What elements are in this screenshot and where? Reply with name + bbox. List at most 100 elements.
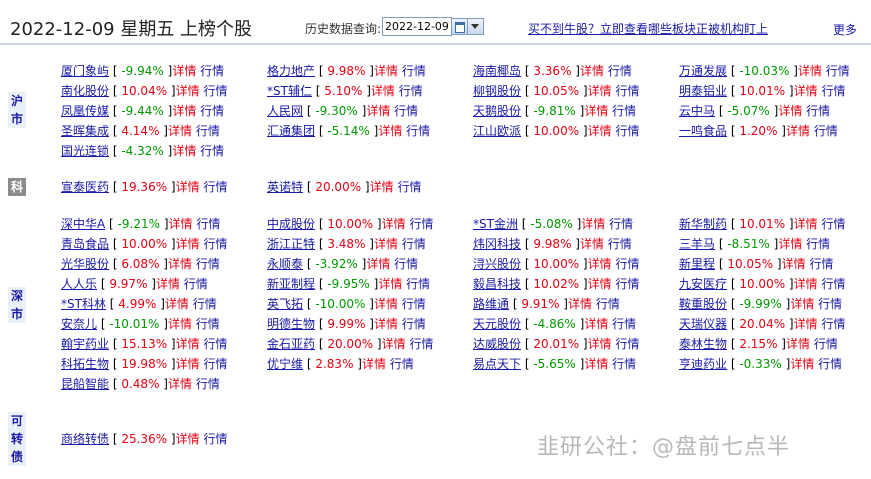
stock-name-link[interactable]: 翰宇药业	[61, 337, 110, 351]
detail-link[interactable]: 详情	[587, 257, 612, 271]
quote-link[interactable]: 行情	[195, 377, 220, 391]
stock-name-link[interactable]: 九安医疗	[679, 277, 728, 291]
detail-link[interactable]: 详情	[366, 257, 391, 271]
date-input[interactable]: 2022-12-09	[382, 17, 452, 36]
stock-name-link[interactable]: 人人乐	[61, 277, 98, 291]
detail-link[interactable]: 详情	[579, 237, 604, 251]
quote-link[interactable]: 行情	[813, 124, 838, 138]
detail-link[interactable]: 详情	[584, 317, 609, 331]
stock-name-link[interactable]: 亨迪药业	[679, 357, 728, 371]
stock-name-link[interactable]: 青岛食品	[61, 237, 110, 251]
quote-link[interactable]: 行情	[203, 84, 228, 98]
calendar-icon[interactable]	[451, 18, 468, 35]
stock-name-link[interactable]: 新里程	[679, 257, 716, 271]
detail-link[interactable]: 详情	[587, 84, 612, 98]
quote-link[interactable]: 行情	[192, 297, 217, 311]
stock-name-link[interactable]: *ST金洲	[473, 217, 518, 231]
detail-link[interactable]: 详情	[155, 277, 180, 291]
stock-name-link[interactable]: 永顺泰	[267, 257, 304, 271]
quote-link[interactable]: 行情	[203, 180, 228, 194]
quote-link[interactable]: 行情	[821, 217, 846, 231]
quote-link[interactable]: 行情	[615, 84, 640, 98]
stock-name-link[interactable]: 厦门象屿	[61, 64, 110, 78]
quote-link[interactable]: 行情	[821, 277, 846, 291]
stock-name-link[interactable]: 天瑞仪器	[679, 317, 728, 331]
quote-link[interactable]: 行情	[389, 357, 414, 371]
detail-link[interactable]: 详情	[167, 124, 192, 138]
detail-link[interactable]: 详情	[381, 337, 406, 351]
stock-name-link[interactable]: 安奈儿	[61, 317, 98, 331]
quote-link[interactable]: 行情	[821, 84, 846, 98]
quote-link[interactable]: 行情	[398, 84, 423, 98]
stock-name-link[interactable]: 毅昌科技	[473, 277, 522, 291]
quote-link[interactable]: 行情	[825, 64, 850, 78]
stock-name-link[interactable]: 天鹅股份	[473, 104, 522, 118]
quote-link[interactable]: 行情	[806, 104, 831, 118]
quote-link[interactable]: 行情	[615, 337, 640, 351]
stock-name-link[interactable]: 深中华A	[61, 217, 106, 231]
stock-name-link[interactable]: 海南椰岛	[473, 64, 522, 78]
detail-link[interactable]: 详情	[167, 257, 192, 271]
stock-name-link[interactable]: 易点天下	[473, 357, 522, 371]
quote-link[interactable]: 行情	[821, 317, 846, 331]
detail-link[interactable]: 详情	[778, 237, 803, 251]
stock-name-link[interactable]: 炜冈科技	[473, 237, 522, 251]
quote-link[interactable]: 行情	[406, 124, 431, 138]
detail-link[interactable]: 详情	[373, 297, 398, 311]
quote-link[interactable]: 行情	[203, 337, 228, 351]
stock-name-link[interactable]: 三羊马	[679, 237, 716, 251]
stock-name-link[interactable]: 浙江正特	[267, 237, 316, 251]
stock-name-link[interactable]: 科拓生物	[61, 357, 110, 371]
stock-name-link[interactable]: *ST辅仁	[267, 84, 312, 98]
quote-link[interactable]: 行情	[195, 317, 220, 331]
quote-link[interactable]: 行情	[615, 124, 640, 138]
stock-name-link[interactable]: 汇通集团	[267, 124, 316, 138]
detail-link[interactable]: 详情	[587, 337, 612, 351]
quote-link[interactable]: 行情	[183, 277, 208, 291]
detail-link[interactable]: 详情	[793, 84, 818, 98]
quote-link[interactable]: 行情	[612, 317, 637, 331]
stock-name-link[interactable]: 南化股份	[61, 84, 110, 98]
stock-name-link[interactable]: 昆船智能	[61, 377, 110, 391]
chevron-down-icon[interactable]	[467, 18, 484, 35]
detail-link[interactable]: 详情	[168, 217, 193, 231]
stock-name-link[interactable]: 人民网	[267, 104, 304, 118]
quote-link[interactable]: 行情	[195, 257, 220, 271]
stock-name-link[interactable]: 云中马	[679, 104, 716, 118]
detail-link[interactable]: 详情	[785, 337, 810, 351]
stock-name-link[interactable]: 路维通	[473, 297, 510, 311]
more-link[interactable]: 更多	[833, 23, 858, 37]
quote-link[interactable]: 行情	[203, 237, 228, 251]
detail-link[interactable]: 详情	[373, 317, 398, 331]
detail-link[interactable]: 详情	[793, 217, 818, 231]
quote-link[interactable]: 行情	[818, 297, 843, 311]
quote-link[interactable]: 行情	[196, 217, 221, 231]
detail-link[interactable]: 详情	[587, 124, 612, 138]
stock-name-link[interactable]: 新亚制程	[267, 277, 316, 291]
detail-link[interactable]: 详情	[175, 357, 200, 371]
detail-link[interactable]: 详情	[373, 64, 398, 78]
stock-name-link[interactable]: 泰林生物	[679, 337, 728, 351]
stock-name-link[interactable]: 柳钢股份	[473, 84, 522, 98]
detail-link[interactable]: 详情	[167, 377, 192, 391]
quote-link[interactable]: 行情	[394, 104, 419, 118]
quote-link[interactable]: 行情	[609, 217, 634, 231]
detail-link[interactable]: 详情	[167, 317, 192, 331]
detail-link[interactable]: 详情	[790, 357, 815, 371]
detail-link[interactable]: 详情	[797, 64, 822, 78]
quote-link[interactable]: 行情	[409, 337, 434, 351]
detail-link[interactable]: 详情	[175, 180, 200, 194]
detail-link[interactable]: 详情	[370, 84, 395, 98]
detail-link[interactable]: 详情	[369, 180, 394, 194]
detail-link[interactable]: 详情	[172, 64, 197, 78]
quote-link[interactable]: 行情	[394, 257, 419, 271]
detail-link[interactable]: 详情	[793, 277, 818, 291]
detail-link[interactable]: 详情	[790, 297, 815, 311]
detail-link[interactable]: 详情	[373, 237, 398, 251]
detail-link[interactable]: 详情	[175, 432, 200, 446]
detail-link[interactable]: 详情	[793, 317, 818, 331]
stock-name-link[interactable]: 天元股份	[473, 317, 522, 331]
detail-link[interactable]: 详情	[361, 357, 386, 371]
detail-link[interactable]: 详情	[172, 104, 197, 118]
detail-link[interactable]: 详情	[175, 337, 200, 351]
